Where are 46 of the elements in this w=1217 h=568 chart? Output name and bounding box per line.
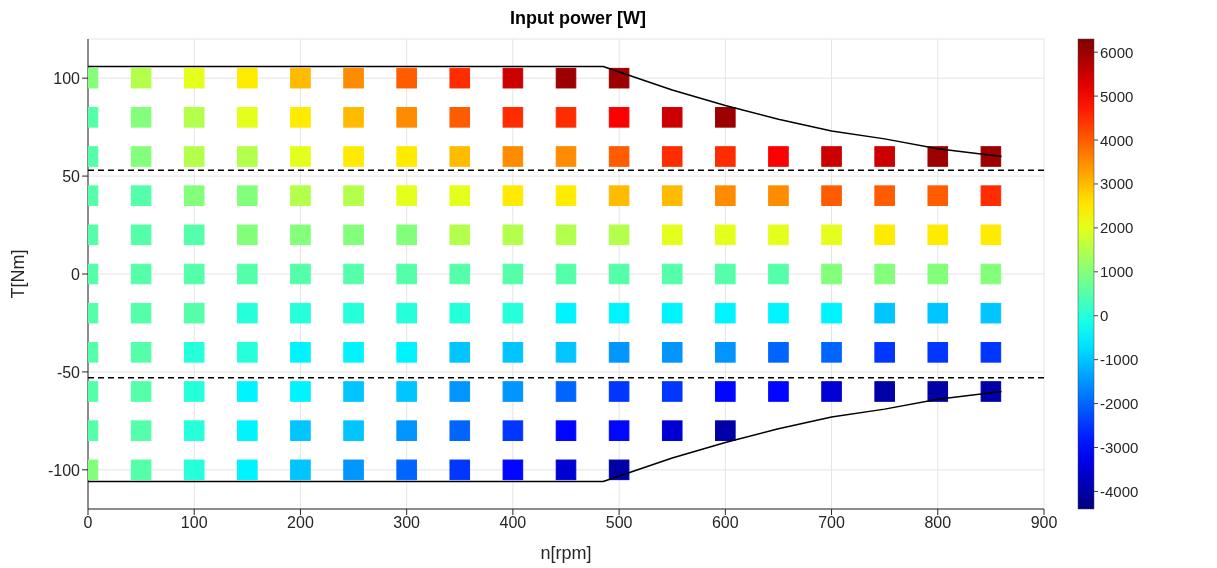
color-bar-label: 3000 [1100,175,1134,193]
y-tick-label: -100 [47,461,81,479]
point [183,342,205,363]
x-tick-label: 300 [393,514,421,532]
color-bar-label: 6000 [1100,43,1134,61]
point [343,420,364,441]
point [130,459,152,481]
y-tick-label: 50 [62,167,81,185]
x-tick-label: 200 [287,514,314,532]
x-tick-label: 400 [499,514,527,532]
chart-title: Input power [W] [510,8,646,29]
x-tick-label: 800 [924,514,952,532]
color-bar-label: 0 [1100,307,1109,325]
point [237,459,258,481]
x-tick-label: 900 [1030,514,1058,532]
point [130,263,152,285]
color-bar-label: -1000 [1100,351,1139,369]
y-tick-label: 0 [71,265,81,283]
color-bar-label: 5000 [1100,87,1134,105]
y-tick-label: 100 [53,69,81,87]
y-tick-label: -50 [56,363,81,381]
color-bar-label: 1000 [1100,263,1134,281]
x-tick-label: 700 [818,514,845,532]
color-bar-label: -2000 [1100,395,1139,413]
point [183,420,205,441]
y-axis-title: T[Nm] [8,249,29,299]
color-bar-label: 4000 [1100,131,1134,149]
point [183,381,205,402]
point [183,459,205,481]
color-bar-label: 2000 [1100,219,1134,237]
point [237,420,258,441]
point [130,381,152,402]
point [130,342,152,363]
color-bar-label: -4000 [1100,482,1139,500]
point [130,185,152,206]
point [343,381,364,402]
x-tick-label: 500 [605,514,633,532]
color-bar-label: -3000 [1100,439,1139,456]
x-tick-label: 100 [180,514,208,532]
x-tick-label: 0 [83,514,93,532]
point [130,302,152,324]
point [237,381,258,402]
x-tick-label: 600 [711,514,739,532]
x-axis-title: n[rpm] [540,543,592,563]
point [130,224,152,246]
point [130,420,152,441]
